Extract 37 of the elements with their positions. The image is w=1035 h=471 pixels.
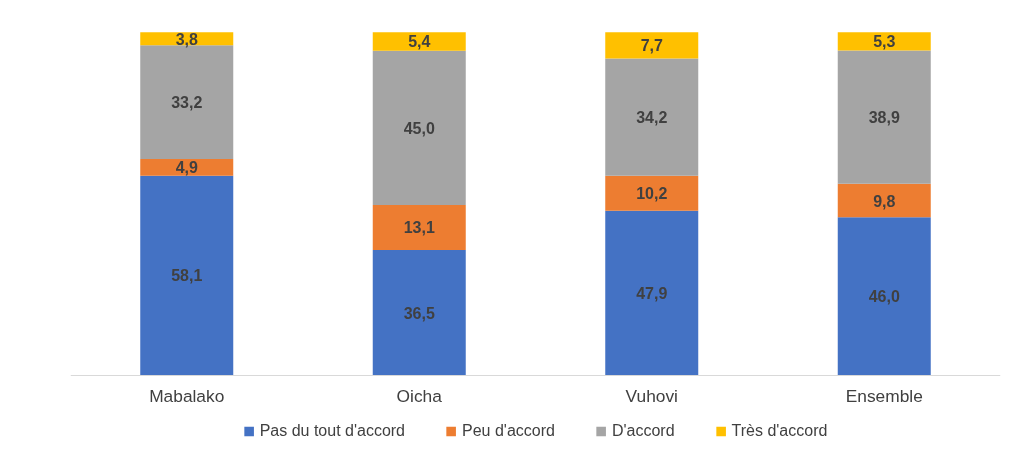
x-tick-label: Vuhovi <box>625 386 678 407</box>
bar <box>605 58 699 176</box>
bar <box>140 159 234 176</box>
bar <box>605 210 699 376</box>
x-tick-label: Mabalako <box>149 386 225 407</box>
data-label: 33,2 <box>171 94 203 112</box>
bar <box>605 32 699 59</box>
data-label: 4,9 <box>175 159 198 177</box>
x-tick-label: Ensemble <box>845 386 923 407</box>
legend-label: Pas du tout d'accord <box>259 422 406 440</box>
bar <box>837 50 931 184</box>
bar <box>372 32 466 51</box>
data-label: 10,2 <box>636 185 668 203</box>
data-label: 13,1 <box>403 219 435 237</box>
data-label: 45,0 <box>403 119 435 137</box>
data-label: 3,8 <box>175 30 198 48</box>
bar <box>372 249 466 376</box>
bar <box>140 175 234 376</box>
data-label: 5,4 <box>408 33 431 51</box>
legend-label: Peu d'accord <box>462 422 555 440</box>
data-label: 36,5 <box>403 304 435 322</box>
legend-label: D'accord <box>611 422 675 440</box>
data-label: 7,7 <box>640 37 663 55</box>
data-label: 58,1 <box>171 267 203 285</box>
data-label: 5,3 <box>873 33 896 51</box>
bar <box>372 50 466 206</box>
bar <box>837 217 931 376</box>
bar <box>837 183 931 218</box>
data-label: 47,9 <box>636 284 668 302</box>
data-label: 9,8 <box>873 192 896 210</box>
legend-label: Très d'accord <box>731 422 828 440</box>
bar <box>605 175 699 211</box>
data-label: 46,0 <box>868 288 900 306</box>
data-label: 34,2 <box>636 109 668 127</box>
bar <box>372 205 466 250</box>
x-tick-label: Oicha <box>396 386 443 407</box>
data-label: 38,9 <box>868 109 900 127</box>
